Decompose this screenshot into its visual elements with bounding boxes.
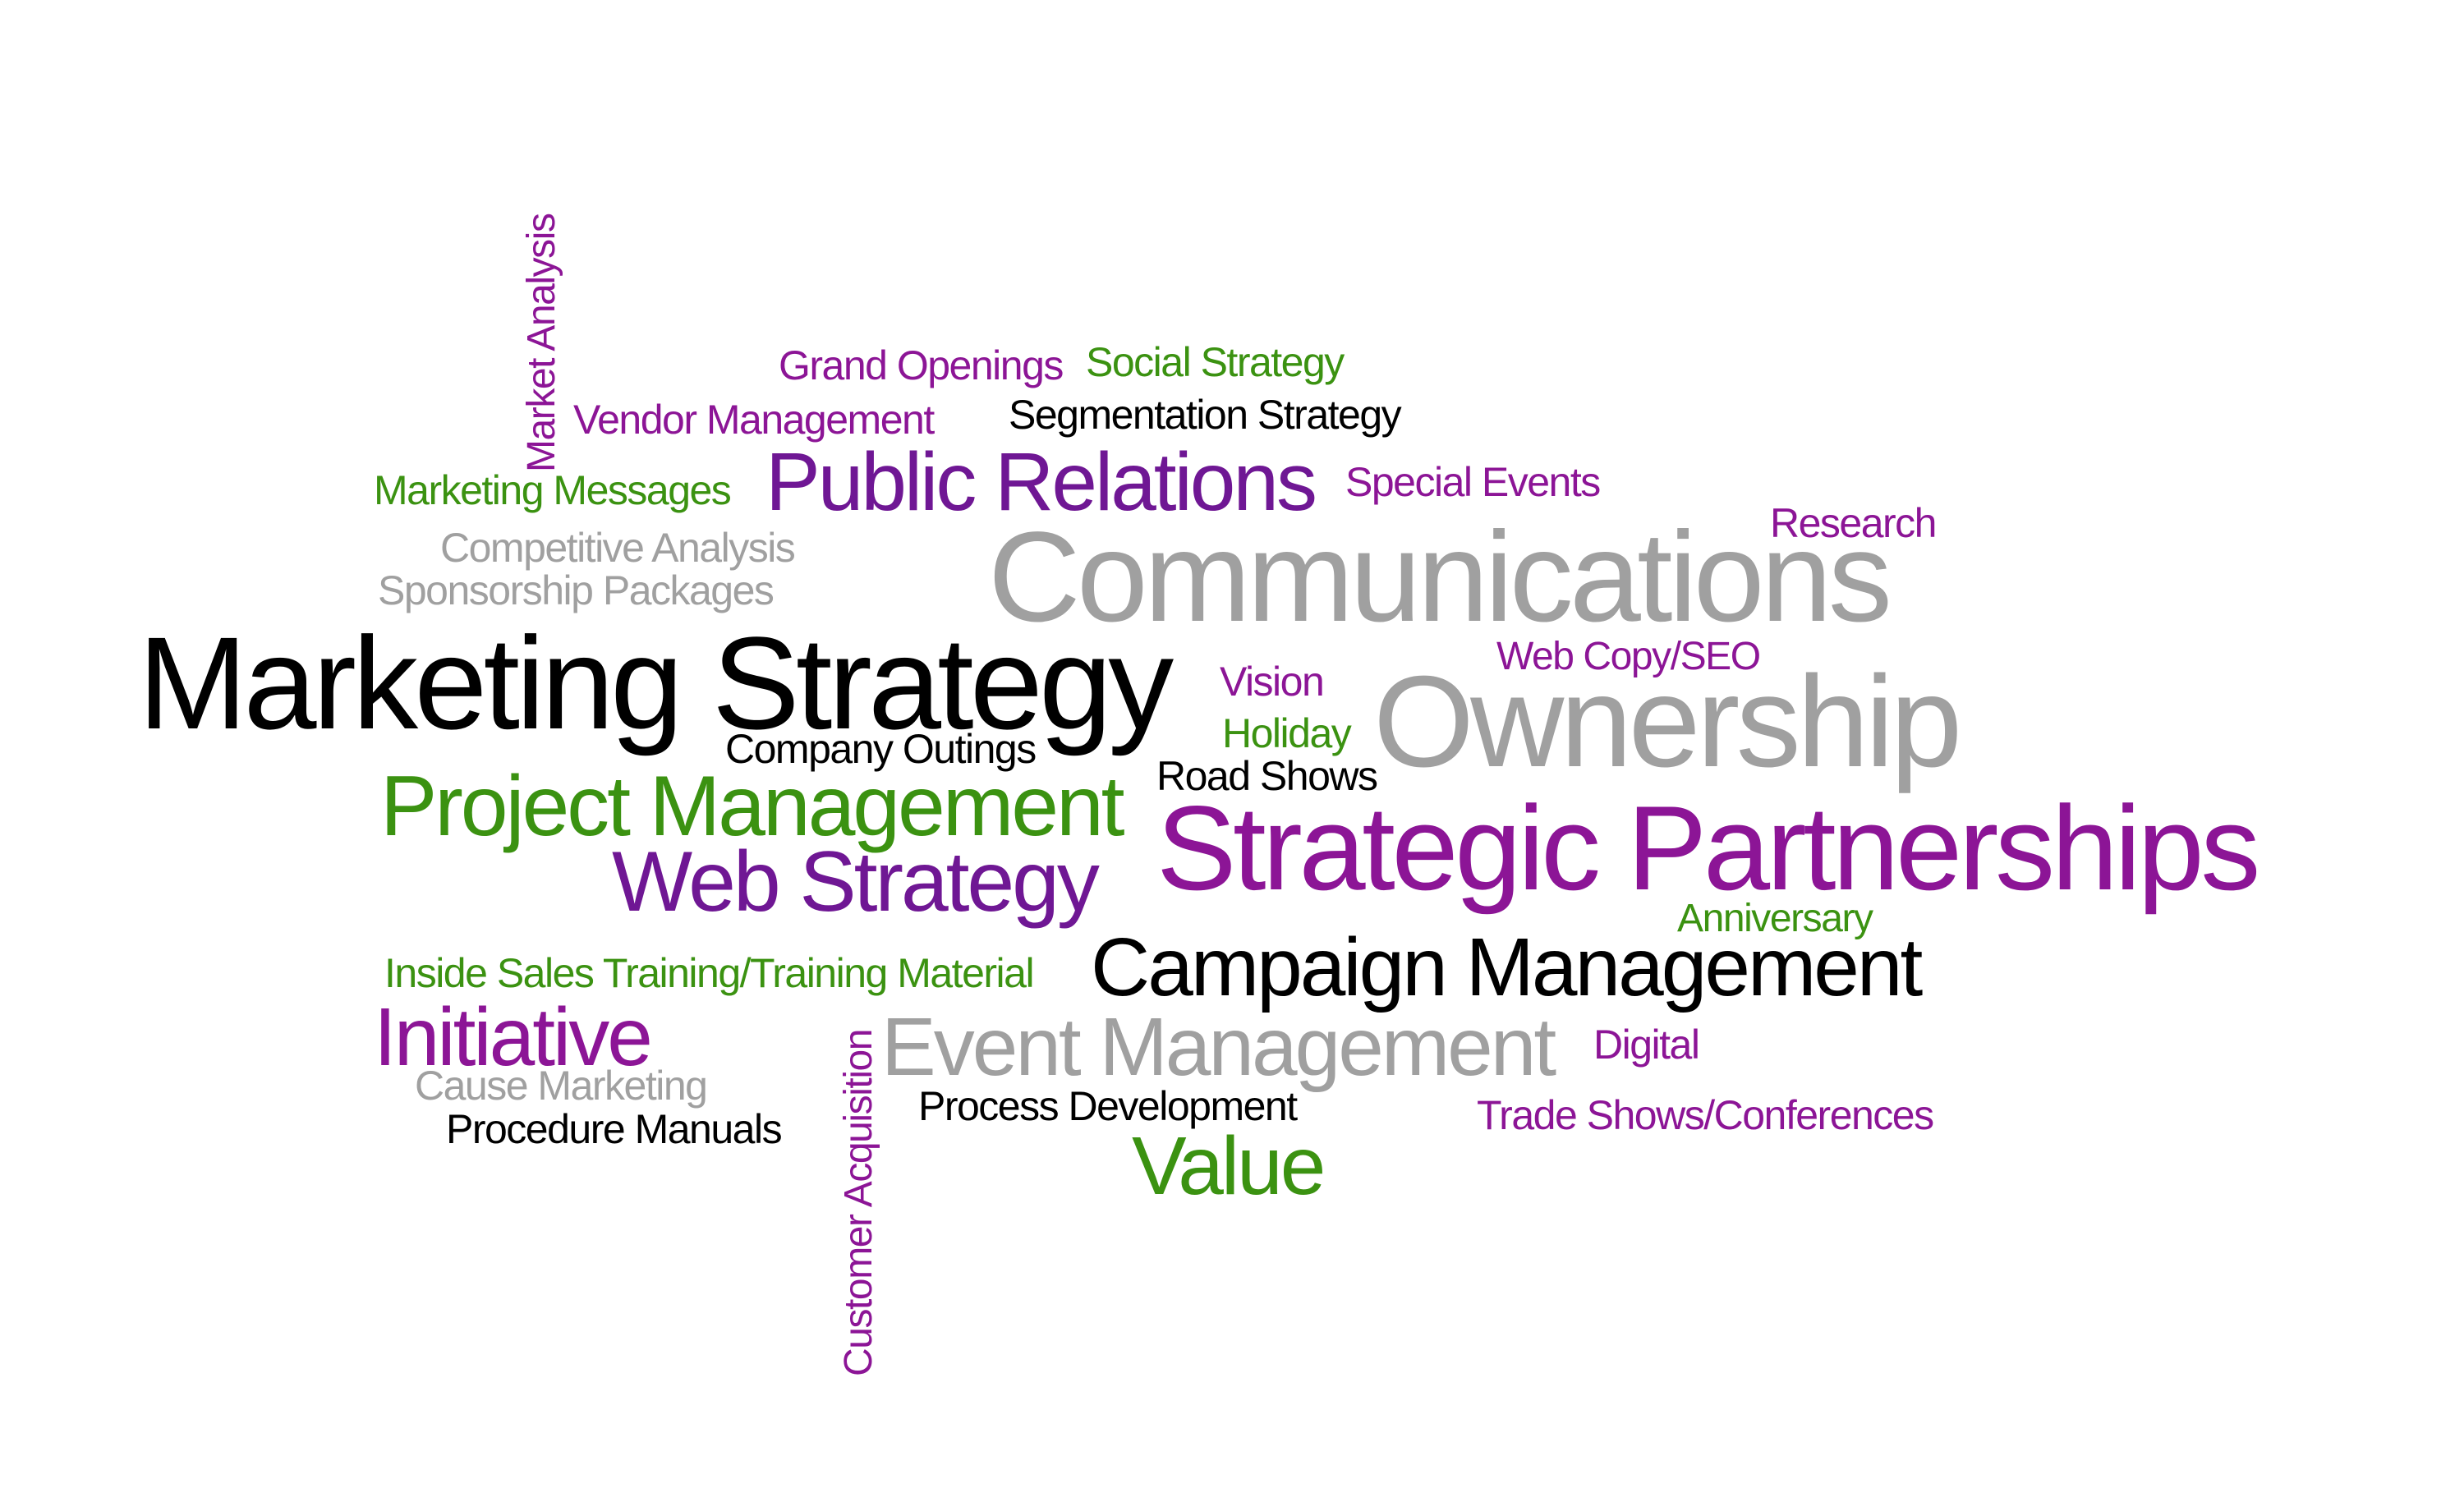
word-strategic-partnerships: Strategic Partnerships [1156,781,2260,915]
word-segmentation-strategy: Segmentation Strategy [1009,392,1402,438]
word-procedure-manuals: Procedure Manuals [446,1106,783,1152]
word-grand-openings: Grand Openings [779,342,1064,388]
word-marketing-messages: Marketing Messages [374,467,732,513]
word-social-strategy: Social Strategy [1086,339,1345,385]
word-trade-shows-conferences: Trade Shows/Conferences [1477,1092,1934,1138]
word-vendor-management: Vendor Management [573,397,935,443]
word-ownership: Ownership [1373,650,1962,794]
word-web-strategy: Web Strategy [612,834,1100,930]
word-road-shows: Road Shows [1156,753,1378,799]
word-research: Research [1770,500,1938,546]
word-competitive-analysis: Competitive Analysis [440,525,796,571]
word-market-analysis: Market Analysis [520,214,563,472]
word-initiative: Initiative [374,991,653,1083]
word-event-management: Event Management [881,1001,1556,1093]
word-inside-sales-training: Inside Sales Training/Training Material [384,950,1035,996]
word-digital: Digital [1593,1022,1700,1068]
word-vision: Vision [1220,659,1325,705]
word-campaign-management: Campaign Management [1091,921,1923,1013]
word-marketing-strategy: Marketing Strategy [138,609,1174,756]
word-project-management: Project Management [380,759,1125,854]
word-value: Value [1132,1120,1326,1212]
word-customer-acquisition: Customer Acquisition [837,1029,880,1376]
word-holiday: Holiday [1222,710,1352,756]
word-cause-marketing: Cause Marketing [415,1063,708,1109]
word-company-outings: Company Outings [725,726,1037,772]
word-communications: Communications [988,506,1892,649]
word-anniversary: Anniversary [1677,897,1873,940]
word-sponsorship-packages: Sponsorship Packages [378,567,775,613]
word-public-relations: Public Relations [765,436,1317,528]
word-process-development: Process Development [918,1083,1298,1129]
word-web-copy-seo: Web Copy/SEO [1496,635,1761,678]
word-special-events: Special Events [1345,459,1601,505]
